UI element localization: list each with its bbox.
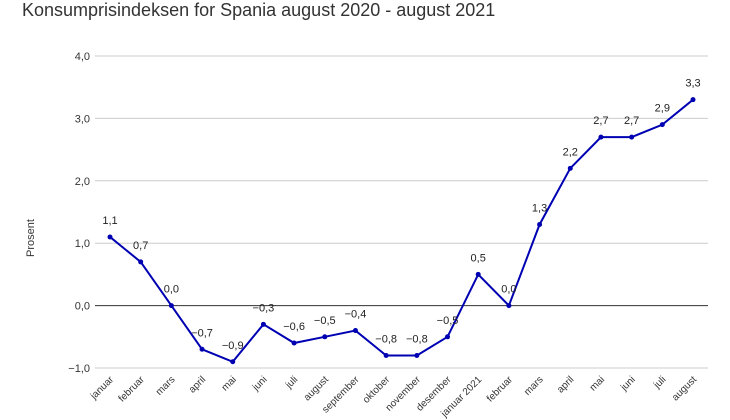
data-point xyxy=(291,340,297,346)
y-tick-label: 1,0 xyxy=(75,238,90,250)
y-tick-label: 0,0 xyxy=(75,301,90,313)
data-point xyxy=(475,271,481,277)
x-tick-label: juni xyxy=(250,374,270,394)
x-tick-label: juli xyxy=(651,374,668,391)
data-point xyxy=(598,134,604,140)
data-label: 1,3 xyxy=(532,202,547,214)
y-axis-label: Prosent xyxy=(25,219,37,257)
data-points xyxy=(107,97,696,365)
data-point xyxy=(168,303,174,309)
data-label: −0,5 xyxy=(314,315,336,327)
data-label: −0,8 xyxy=(375,334,397,346)
x-tick-label: mai xyxy=(220,374,239,393)
chart-title: Konsumprisindeksen for Spania august 202… xyxy=(22,0,496,20)
data-label: −0,3 xyxy=(253,302,275,314)
x-tick-label: mai xyxy=(588,374,607,393)
x-tick-label: februar xyxy=(117,374,148,405)
data-point xyxy=(659,122,665,128)
x-tick-label: januar xyxy=(88,374,117,403)
data-label: 2,7 xyxy=(593,115,608,127)
x-tick-label: august xyxy=(670,374,699,403)
data-point xyxy=(629,134,635,140)
data-point xyxy=(537,221,543,227)
data-point xyxy=(230,359,236,365)
data-label: 0,0 xyxy=(164,284,179,296)
data-point xyxy=(322,334,328,340)
data-label: −0,9 xyxy=(222,340,244,352)
data-point xyxy=(199,346,205,352)
data-point xyxy=(260,321,266,327)
data-label: 0,5 xyxy=(471,252,486,264)
data-point xyxy=(138,259,144,265)
data-label: −0,4 xyxy=(345,309,367,321)
data-label: −0,5 xyxy=(437,315,459,327)
data-label: −0,7 xyxy=(191,327,213,339)
y-tick-label: 3,0 xyxy=(75,113,90,125)
data-label: 0,7 xyxy=(133,240,148,252)
data-point xyxy=(352,328,358,334)
x-tick-label: februar xyxy=(485,374,516,405)
x-tick-label: april xyxy=(187,374,208,395)
x-tick-label: mars xyxy=(154,374,178,398)
data-label: 2,9 xyxy=(655,103,670,115)
data-point xyxy=(567,165,573,171)
x-tick-label: mars xyxy=(522,374,546,398)
x-tick-label: juli xyxy=(283,374,300,391)
data-point xyxy=(445,334,451,340)
x-tick-label: august xyxy=(302,374,331,403)
data-label: 0,0 xyxy=(501,284,516,296)
data-label: 2,7 xyxy=(624,115,639,127)
x-tick-label: juni xyxy=(618,374,638,394)
data-point xyxy=(690,97,696,103)
data-point xyxy=(506,303,512,309)
data-point xyxy=(383,353,389,359)
x-tick-labels: januar februar mars april mai juni juli augusts… xyxy=(88,374,699,420)
series-line xyxy=(109,98,694,363)
data-label: −0,6 xyxy=(283,321,305,333)
data-label: 3,3 xyxy=(685,78,700,90)
data-label: 2,2 xyxy=(563,146,578,158)
y-tick-label: −1,0 xyxy=(68,363,90,375)
y-tick-labels: 4,0 3,0 2,0 1,0 0,0 −1,0 xyxy=(68,51,90,375)
data-point xyxy=(414,353,420,359)
x-tick-label: april xyxy=(555,374,576,395)
gridlines xyxy=(95,55,708,369)
data-labels: 1,1 0,7 0,0 −0,7 −0,9 −0,3 −0,6 −0,5 −0,4 −0,8 −0,… xyxy=(102,78,700,352)
data-label: 1,1 xyxy=(102,215,117,227)
data-point xyxy=(107,234,113,240)
y-tick-label: 2,0 xyxy=(75,176,90,188)
data-label: −0,8 xyxy=(406,334,428,346)
y-tick-label: 4,0 xyxy=(75,51,90,63)
